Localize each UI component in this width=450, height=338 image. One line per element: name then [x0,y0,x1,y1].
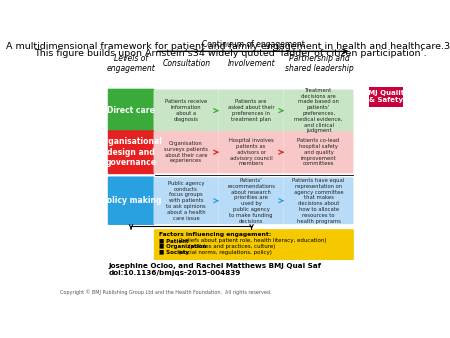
FancyBboxPatch shape [284,131,353,173]
Text: Public agency
conducts
focus groups
with patients
to ask opinions
about a health: Public agency conducts focus groups with… [166,181,206,221]
FancyBboxPatch shape [108,176,154,225]
Text: Partnership and
shared leadership: Partnership and shared leadership [284,54,353,73]
FancyBboxPatch shape [153,177,219,224]
Text: Hospital involves
patients as
advisors or
advisory council
members: Hospital involves patients as advisors o… [229,138,274,166]
FancyBboxPatch shape [369,87,404,107]
Text: Involvement: Involvement [228,59,275,68]
Text: (policies and practices, culture): (policies and practices, culture) [187,244,275,249]
Text: Continuum of engagement: Continuum of engagement [202,40,305,49]
FancyBboxPatch shape [108,89,154,132]
FancyBboxPatch shape [284,177,353,224]
FancyBboxPatch shape [219,131,284,173]
Text: Treatment
decisions are
made based on
patients'
preferences,
medical evidence,
a: Treatment decisions are made based on pa… [294,88,343,134]
FancyBboxPatch shape [219,177,284,224]
Text: Policy making: Policy making [101,196,161,205]
Text: ■ Patient: ■ Patient [158,238,188,243]
Text: Factors influencing engagement:: Factors influencing engagement: [158,232,271,237]
Text: Patients have equal
representation on
agency committee
that makes
decisions abou: Patients have equal representation on ag… [292,178,345,223]
Text: Copyright © BMJ Publishing Group Ltd and the Health Foundation.  All rights rese: Copyright © BMJ Publishing Group Ltd and… [60,289,272,295]
Text: Levels of
engagement: Levels of engagement [107,54,155,73]
Text: This figure builds upon Arnstein’s34 widely quoted ‘ladder of citizen participat: This figure builds upon Arnstein’s34 wid… [34,49,427,58]
FancyBboxPatch shape [153,131,219,173]
Text: Organisation
surveys patients
about their care
experiences: Organisation surveys patients about thei… [164,141,208,163]
Text: Josephine Ocloo, and Rachel Matthews BMJ Qual Saf
doi:10.1136/bmjqs-2015-004839: Josephine Ocloo, and Rachel Matthews BMJ… [109,263,322,276]
Text: Patients'
recommendations
about research
priorities are
used by
public agency
to: Patients' recommendations about research… [227,178,275,223]
FancyBboxPatch shape [284,90,353,132]
Text: (social norms, regulations, policy): (social norms, regulations, policy) [177,250,272,255]
Text: A multidimensional framework for patient and family engagement in health and hea: A multidimensional framework for patient… [5,42,450,51]
Text: Organisational
design and
governance: Organisational design and governance [99,137,163,167]
FancyBboxPatch shape [219,90,284,132]
Text: Consultation: Consultation [162,59,211,68]
Text: BMJ Quality
& Safety: BMJ Quality & Safety [364,90,410,103]
Text: Patients receive
information
about a
diagnosis: Patients receive information about a dia… [165,99,207,122]
FancyBboxPatch shape [108,130,154,174]
Text: Patients are
asked about their
preferences in
treatment plan: Patients are asked about their preferenc… [228,99,274,122]
Text: Patients co-lead
hospital safety
and quality
improvement
committees: Patients co-lead hospital safety and qua… [297,138,340,166]
Text: Direct care: Direct care [107,106,155,115]
Text: ■ Organization: ■ Organization [158,244,206,249]
FancyBboxPatch shape [154,229,354,260]
Text: (beliefs about patient role, health literacy, education): (beliefs about patient role, health lite… [177,238,327,243]
FancyBboxPatch shape [153,90,219,132]
Text: ■ Society: ■ Society [158,250,189,255]
